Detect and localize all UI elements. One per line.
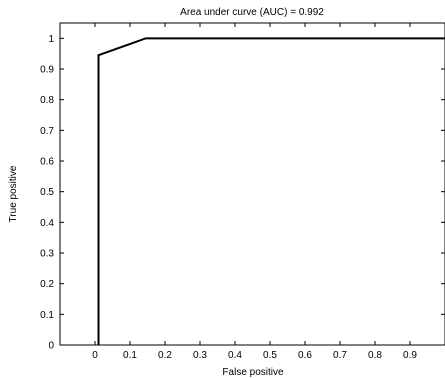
x-tick-label: 0.3 <box>193 350 207 361</box>
x-tick-label: 0.8 <box>368 350 382 361</box>
x-tick-label: 0.7 <box>333 350 347 361</box>
y-tick-label: 0.5 <box>40 187 54 198</box>
y-tick-label: 0.3 <box>40 249 54 260</box>
x-tick-label: 0.9 <box>403 350 417 361</box>
y-tick-label: 0.2 <box>40 279 54 290</box>
x-tick-label: 0.6 <box>298 350 312 361</box>
y-tick-label: 0 <box>48 341 54 352</box>
y-tick-label: 0.9 <box>40 65 54 76</box>
y-tick-label: 0.1 <box>40 310 54 321</box>
x-tick-label: 0 <box>92 350 98 361</box>
plot-area: 0 0.1 0.2 0.3 0.4 0.5 0.6 0.7 0.8 0.9 0 0.1 0.2 0.3 0.… <box>40 22 445 361</box>
y-tick-label: 0.8 <box>40 95 54 106</box>
plot-frame <box>59 22 445 346</box>
x-tick-label: 0.2 <box>158 350 172 361</box>
y-tick-label: 0.6 <box>40 157 54 168</box>
x-tick-label: 0.4 <box>228 350 242 361</box>
y-tick-label: 1 <box>48 34 54 45</box>
x-tick-label: 0.1 <box>123 350 137 361</box>
y-tick-label: 0.4 <box>40 218 54 229</box>
chart-title: Area under curve (AUC) = 0.992 <box>180 7 324 18</box>
y-axis-label: True positive <box>8 165 19 222</box>
y-tick-label: 0.7 <box>40 126 54 137</box>
x-axis-label: False positive <box>222 367 284 378</box>
roc-curve-line <box>97 37 445 345</box>
x-tick-label: 0.5 <box>263 350 277 361</box>
